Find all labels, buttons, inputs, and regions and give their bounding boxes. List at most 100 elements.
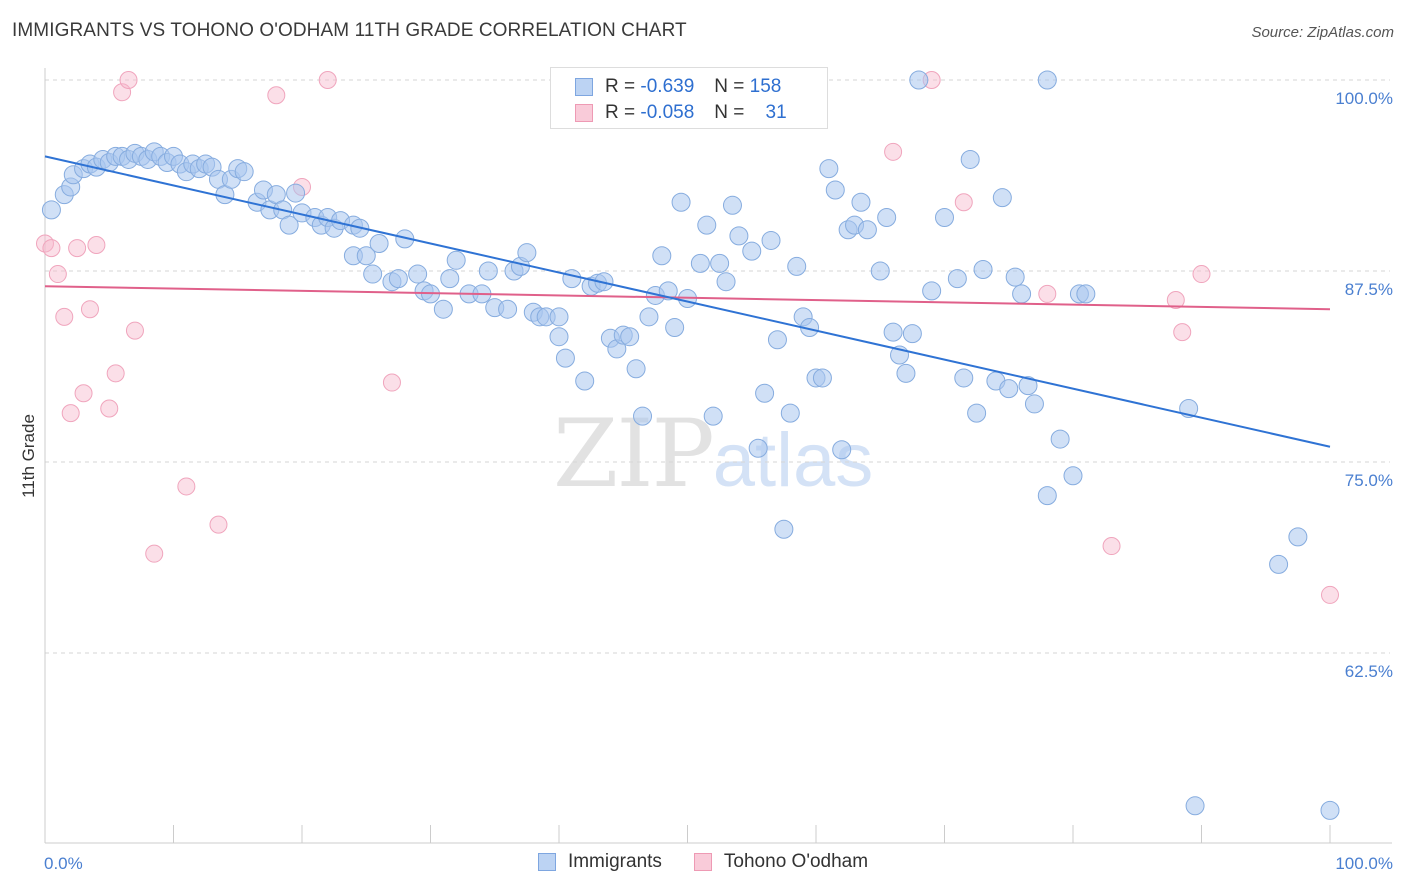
data-point-immigrants	[748, 438, 768, 458]
correlation-legend: R = -0.639 N = 158 R = -0.058 N = 31	[550, 67, 828, 129]
data-point-immigrants	[549, 307, 569, 327]
data-point-immigrants	[620, 327, 640, 347]
data-point-immigrants	[774, 519, 794, 539]
data-point-tohono	[209, 515, 228, 534]
data-point-immigrants	[633, 406, 653, 426]
data-point-immigrants	[1063, 466, 1083, 486]
data-point-tohono	[318, 71, 337, 89]
legend-row-immigrants: R = -0.639 N = 158	[575, 75, 781, 99]
data-point-immigrants	[1005, 267, 1025, 287]
data-point-immigrants	[639, 307, 659, 327]
data-point-immigrants	[960, 149, 980, 169]
data-point-immigrants	[902, 324, 922, 344]
data-point-immigrants	[575, 371, 595, 391]
data-point-tohono	[267, 86, 286, 105]
tohono-points	[36, 71, 1339, 604]
data-point-tohono	[382, 373, 401, 392]
data-point-tohono	[100, 399, 119, 418]
data-point-immigrants	[446, 250, 466, 270]
data-point-immigrants	[1024, 394, 1044, 414]
data-point-immigrants	[722, 195, 742, 215]
legend-item-immigrants: Immigrants	[537, 851, 662, 873]
data-point-immigrants	[877, 208, 897, 228]
data-point-immigrants	[279, 215, 299, 235]
data-point-immigrants	[1018, 376, 1038, 396]
data-point-immigrants	[1050, 429, 1070, 449]
legend-row-tohono: R = -0.058 N = 31	[575, 101, 787, 125]
data-point-immigrants	[761, 230, 781, 250]
data-point-immigrants	[1076, 284, 1096, 304]
watermark-atlas: atlas	[712, 418, 874, 503]
data-point-tohono	[1038, 284, 1057, 303]
y-tick-label: 100.0%	[1335, 89, 1393, 108]
data-point-tohono	[119, 71, 138, 89]
data-point-immigrants	[286, 183, 306, 203]
data-point-immigrants	[549, 327, 569, 347]
legend-r-label: R =	[605, 76, 636, 97]
legend-r-value: -0.639	[640, 76, 695, 97]
y-tick-label: 62.5%	[1345, 662, 1393, 681]
data-point-tohono	[145, 544, 164, 563]
data-point-immigrants	[408, 264, 428, 284]
data-point-immigrants	[478, 261, 498, 281]
data-point-tohono	[74, 384, 93, 403]
data-point-immigrants	[234, 162, 254, 182]
data-point-immigrants	[517, 243, 537, 263]
chart-title: IMMIGRANTS VS TOHONO O'ODHAM 11TH GRADE …	[12, 20, 687, 41]
data-point-tohono	[884, 142, 903, 161]
data-point-immigrants	[363, 264, 383, 284]
axis-labels: 62.5% 75.0% 87.5% 100.0% 0.0% 100.0% 11th Grad…	[19, 89, 1393, 873]
data-point-immigrants	[440, 269, 460, 289]
data-point-tohono	[68, 239, 87, 258]
trend-lines	[44, 155, 1331, 448]
data-point-immigrants	[710, 253, 730, 273]
data-point-immigrants	[369, 233, 389, 253]
data-point-tohono	[1102, 537, 1121, 556]
data-point-immigrants	[1269, 554, 1289, 574]
data-point-immigrants	[954, 368, 974, 388]
data-point-immigrants	[935, 208, 954, 228]
data-point-immigrants	[832, 440, 852, 460]
data-point-immigrants	[755, 383, 775, 403]
legend-r-label: R =	[605, 102, 636, 123]
data-point-immigrants	[716, 272, 736, 292]
data-point-tohono	[80, 300, 99, 319]
legend-swatch-tohono	[693, 853, 712, 871]
data-point-immigrants	[922, 281, 942, 301]
data-point-immigrants	[562, 269, 582, 289]
legend-n-label: N =	[714, 102, 745, 123]
data-point-tohono	[61, 404, 80, 423]
x-tick-label: 0.0%	[44, 854, 83, 873]
data-point-tohono	[1321, 585, 1339, 604]
data-point-immigrants	[883, 322, 903, 342]
data-point-tohono	[42, 239, 61, 258]
data-point-immigrants	[356, 246, 376, 266]
data-point-immigrants	[851, 192, 871, 212]
data-point-immigrants	[896, 363, 916, 383]
legend-swatch-immigrants	[537, 853, 556, 871]
data-point-immigrants	[967, 403, 987, 423]
data-point-tohono	[48, 265, 67, 284]
data-point-immigrants	[870, 261, 890, 281]
axes	[44, 68, 1392, 844]
legend-swatch-tohono	[575, 104, 593, 122]
data-point-immigrants	[703, 406, 723, 426]
data-point-immigrants	[812, 368, 832, 388]
data-point-immigrants	[1037, 486, 1057, 506]
legend-r-value: -0.058	[640, 102, 695, 123]
data-point-tohono	[36, 234, 54, 253]
data-point-tohono	[106, 364, 125, 383]
data-point-immigrants	[992, 188, 1012, 208]
data-point-immigrants	[671, 192, 691, 212]
data-point-immigrants	[433, 299, 453, 319]
data-point-immigrants	[690, 253, 710, 273]
legend-n-label: N =	[714, 76, 745, 97]
data-point-immigrants	[780, 403, 800, 423]
data-point-tohono	[87, 236, 106, 255]
data-point-tohono	[1166, 291, 1185, 310]
data-point-immigrants	[999, 379, 1019, 399]
data-point-immigrants	[652, 246, 672, 266]
source-credit: Source: ZipAtlas.com	[1251, 24, 1394, 41]
y-tick-label: 87.5%	[1345, 280, 1393, 299]
